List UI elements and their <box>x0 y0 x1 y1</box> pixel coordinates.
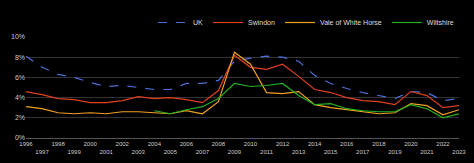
svg-text:2013: 2013 <box>292 149 306 155</box>
svg-text:2000: 2000 <box>83 141 97 147</box>
svg-text:10%: 10% <box>11 33 25 40</box>
svg-text:2016: 2016 <box>340 141 354 147</box>
svg-text:2%: 2% <box>15 114 25 121</box>
svg-text:2023: 2023 <box>452 149 466 155</box>
svg-text:2009: 2009 <box>228 149 242 155</box>
svg-text:1997: 1997 <box>35 149 49 155</box>
svg-text:2020: 2020 <box>404 141 418 147</box>
svg-text:6%: 6% <box>15 74 25 81</box>
svg-text:1996: 1996 <box>19 141 33 147</box>
svg-text:1999: 1999 <box>67 149 81 155</box>
svg-text:2006: 2006 <box>180 141 194 147</box>
svg-text:2008: 2008 <box>212 141 226 147</box>
svg-text:2002: 2002 <box>116 141 130 147</box>
svg-text:2014: 2014 <box>308 141 322 147</box>
svg-text:2001: 2001 <box>100 149 114 155</box>
svg-text:2005: 2005 <box>164 149 178 155</box>
svg-text:2015: 2015 <box>324 149 338 155</box>
svg-text:UK: UK <box>193 19 203 26</box>
svg-text:2019: 2019 <box>388 149 402 155</box>
svg-text:2010: 2010 <box>244 141 258 147</box>
svg-text:2021: 2021 <box>420 149 434 155</box>
svg-text:2003: 2003 <box>132 149 146 155</box>
svg-text:2011: 2011 <box>260 149 274 155</box>
svg-text:2012: 2012 <box>276 141 290 147</box>
svg-text:Wiltshire: Wiltshire <box>427 19 454 26</box>
svg-text:2022: 2022 <box>436 141 450 147</box>
svg-text:2004: 2004 <box>148 141 162 147</box>
svg-text:4%: 4% <box>15 94 25 101</box>
svg-text:1998: 1998 <box>51 141 65 147</box>
svg-text:0%: 0% <box>15 134 25 141</box>
svg-text:Swindon: Swindon <box>248 19 275 26</box>
svg-text:2007: 2007 <box>196 149 210 155</box>
svg-text:8%: 8% <box>15 54 25 61</box>
svg-text:Vale of White Horse: Vale of White Horse <box>320 19 382 26</box>
svg-text:2017: 2017 <box>356 149 370 155</box>
svg-text:2018: 2018 <box>372 141 386 147</box>
